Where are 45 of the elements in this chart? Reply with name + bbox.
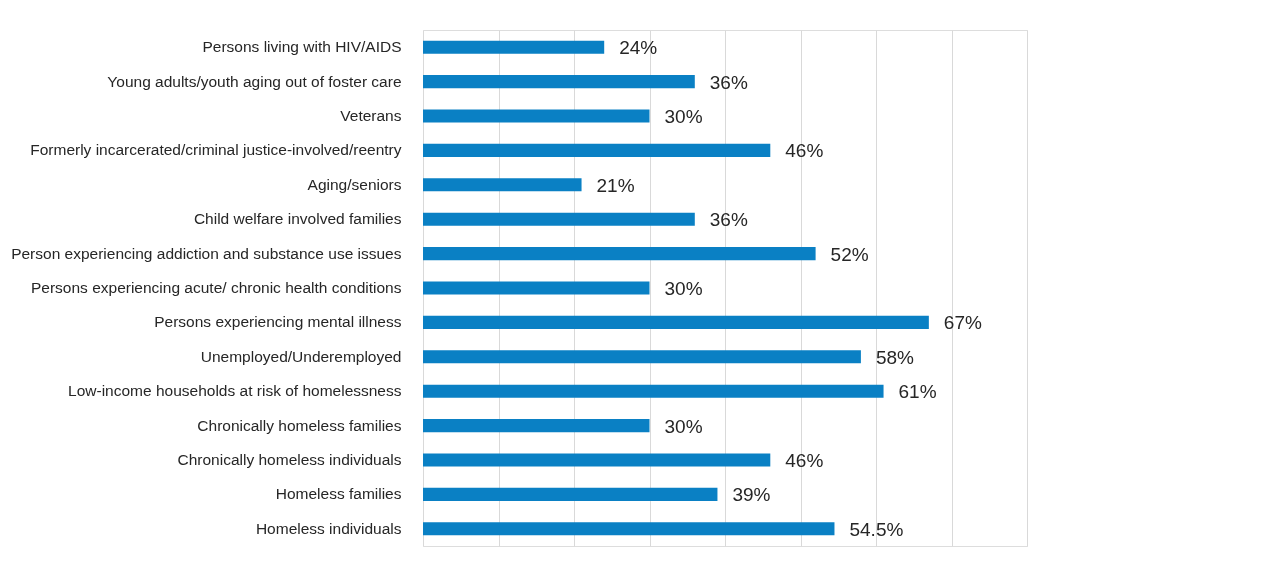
bar bbox=[423, 40, 605, 54]
bar bbox=[423, 350, 861, 364]
y-tick-label: Chronically homeless individuals bbox=[177, 451, 402, 468]
data-label: 58% bbox=[875, 346, 915, 368]
y-tick-label: Persons experiencing mental illness bbox=[154, 313, 402, 331]
data-label: 52% bbox=[830, 243, 869, 265]
bar bbox=[423, 143, 771, 157]
data-label: 46% bbox=[785, 450, 824, 471]
data-label: 30% bbox=[664, 278, 703, 299]
y-tick-label: Child welfare involved families bbox=[193, 210, 402, 228]
data-label: 30% bbox=[664, 106, 703, 127]
y-tick-label: Veterans bbox=[340, 107, 402, 124]
y-tick-label: Persons experiencing acute/ chronic health conditions bbox=[30, 279, 402, 296]
bar bbox=[423, 247, 816, 261]
data-label: 54.5% bbox=[849, 518, 904, 540]
y-tick-label: Person experiencing addiction and substance use issues bbox=[11, 244, 402, 262]
data-label: 36% bbox=[709, 209, 748, 231]
bar bbox=[423, 212, 695, 226]
y-tick-label: Unemployed/Underemployed bbox=[200, 347, 402, 365]
bar bbox=[423, 315, 929, 329]
bar bbox=[423, 453, 771, 467]
data-label: 36% bbox=[709, 71, 748, 93]
bar bbox=[423, 281, 650, 295]
y-tick-label: Persons living with HIV/AIDS bbox=[202, 38, 402, 56]
data-label: 67% bbox=[943, 312, 982, 334]
y-tick-label: Chronically homeless families bbox=[197, 416, 402, 434]
y-tick-label: Low-income households at risk of homelessness bbox=[68, 382, 402, 400]
data-label: 21% bbox=[596, 174, 635, 196]
y-tick-label: Formerly incarcerated/criminal justice-involved/reentry bbox=[30, 141, 402, 159]
data-label: 24% bbox=[619, 37, 658, 59]
bar bbox=[423, 522, 835, 536]
bar bbox=[423, 178, 582, 192]
y-tick-label: Aging/seniors bbox=[307, 175, 402, 193]
data-label: 39% bbox=[732, 484, 771, 506]
data-label: 61% bbox=[898, 381, 937, 403]
bar bbox=[423, 109, 650, 123]
bar bbox=[423, 419, 650, 433]
y-tick-label: Young adults/youth aging out of foster care bbox=[107, 72, 402, 90]
bar bbox=[423, 384, 884, 398]
y-tick-label: Homeless individuals bbox=[255, 519, 402, 537]
bar bbox=[423, 75, 695, 89]
data-label: 46% bbox=[785, 140, 824, 162]
bar bbox=[423, 487, 718, 501]
data-label: 30% bbox=[664, 415, 703, 437]
y-tick-label: Homeless families bbox=[275, 485, 402, 503]
